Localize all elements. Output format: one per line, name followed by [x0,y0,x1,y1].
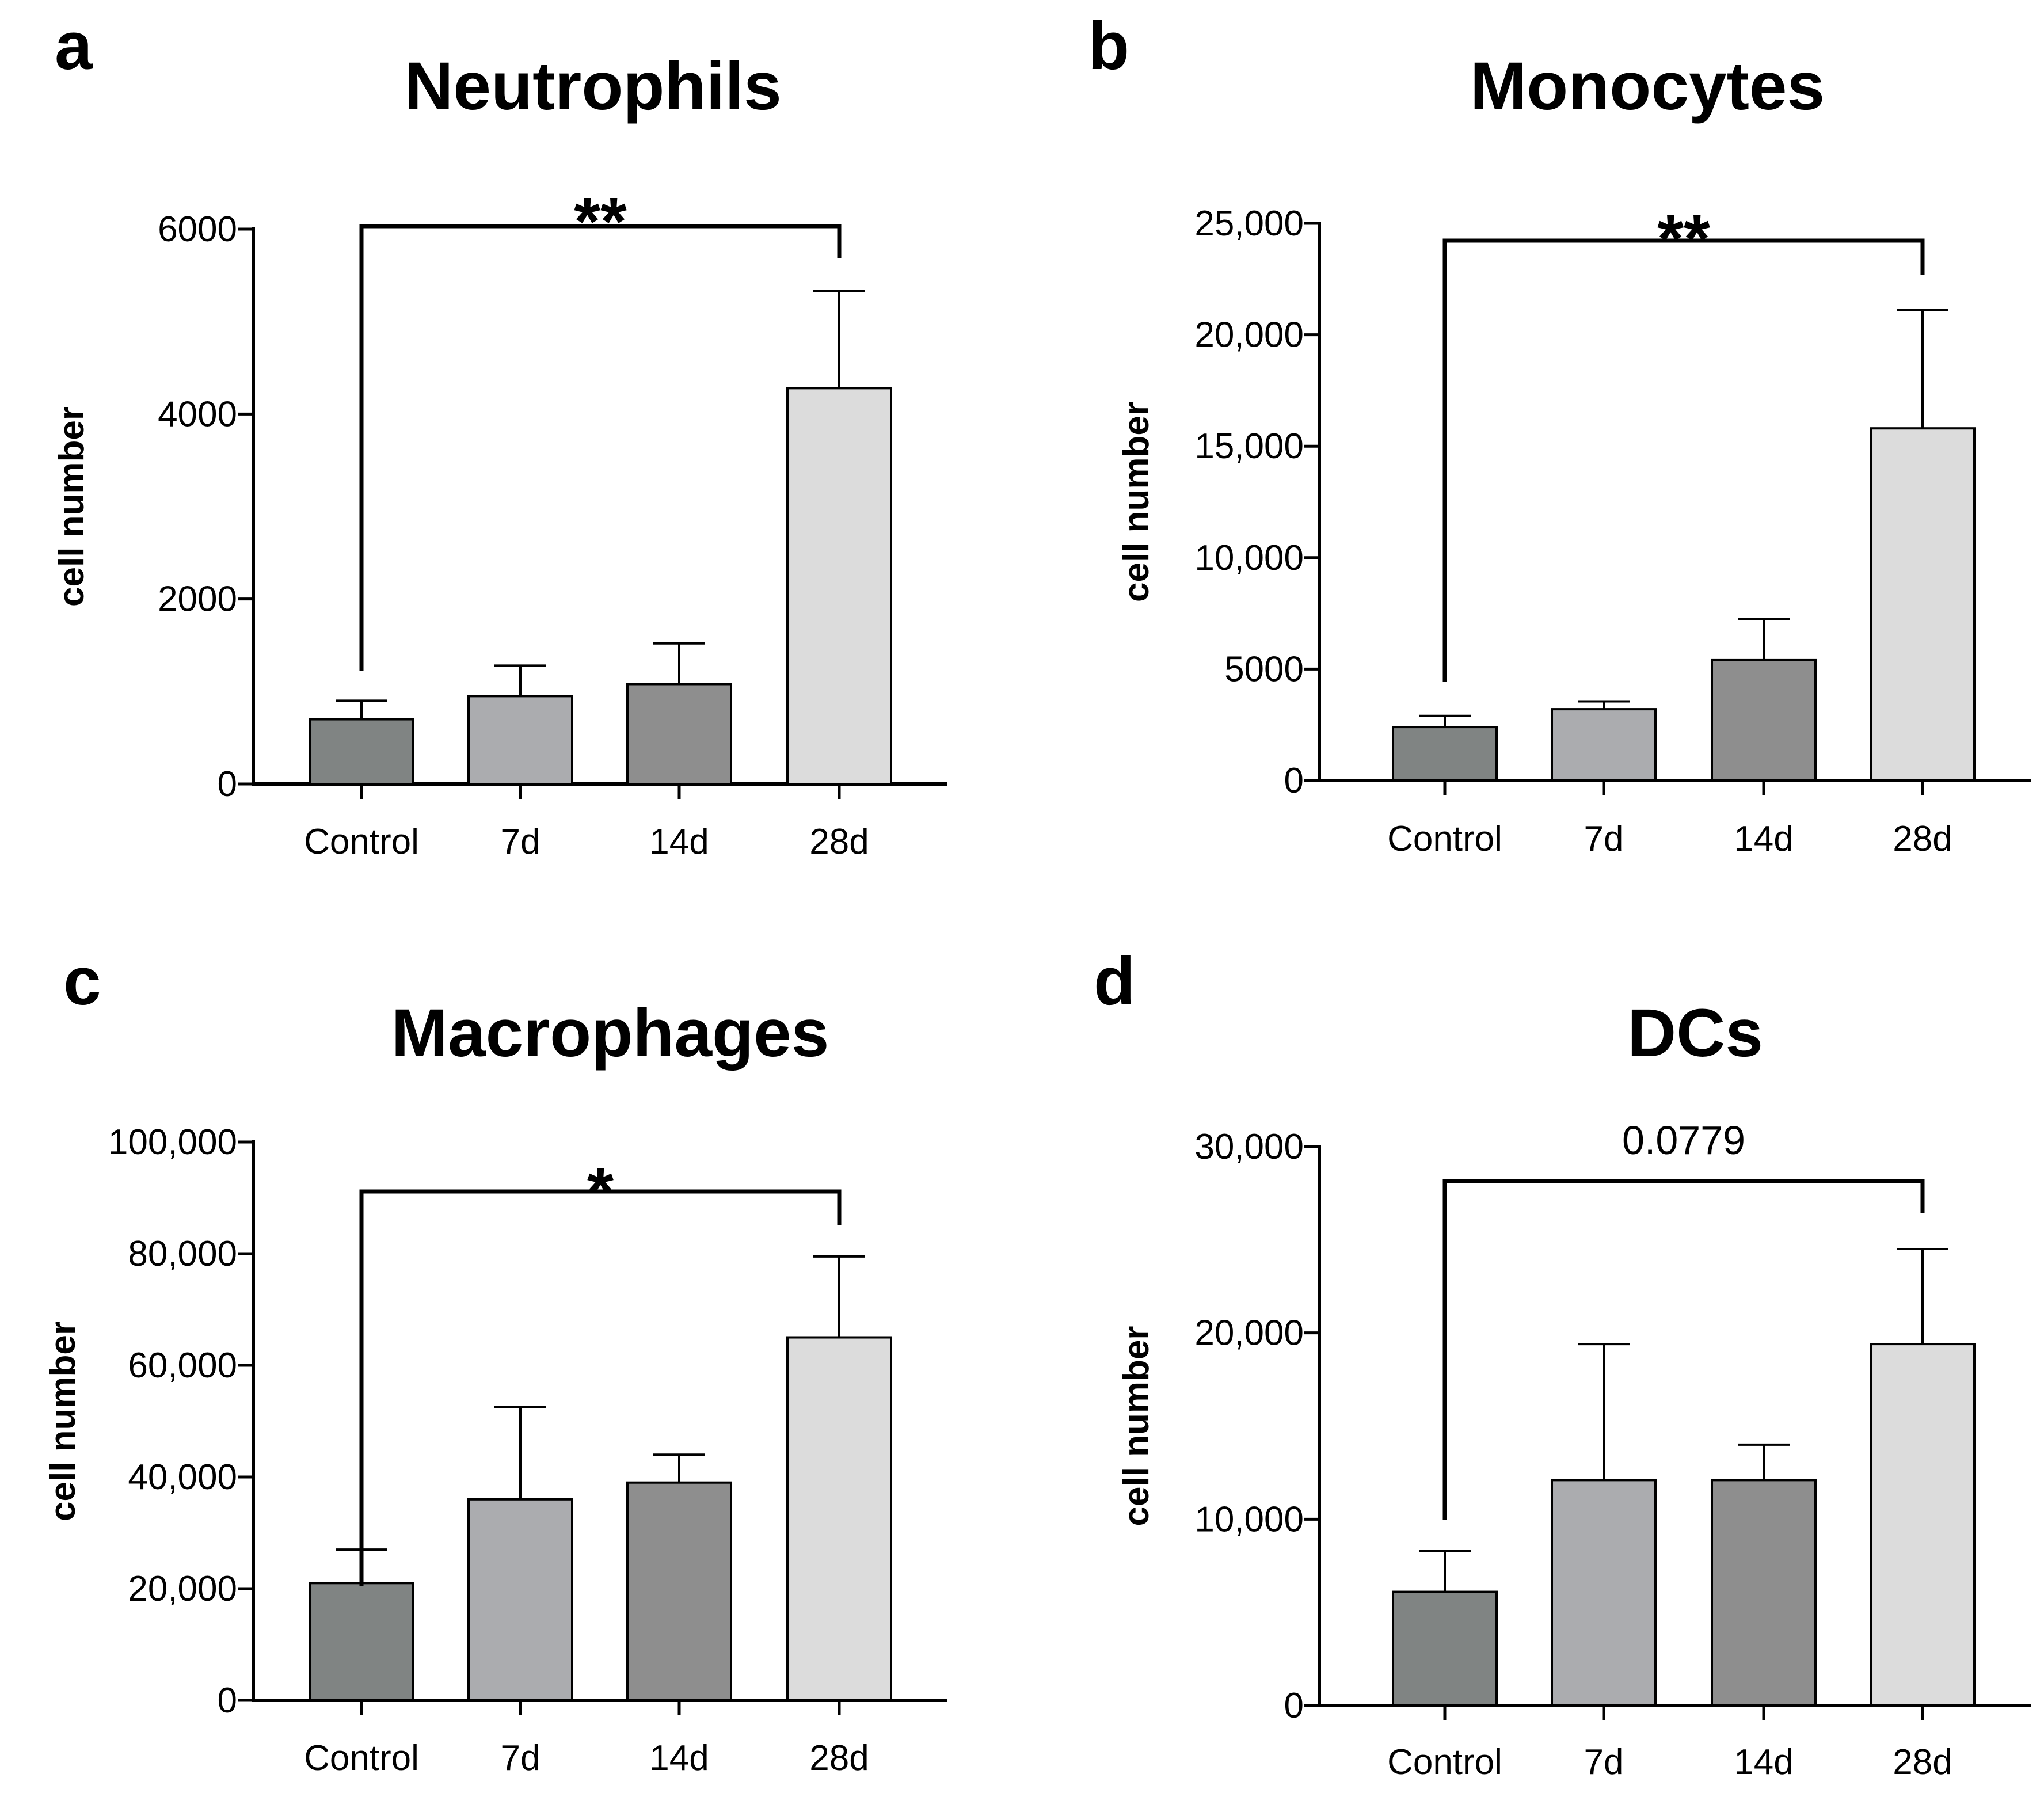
y-axis-label: cell number [43,1321,83,1521]
x-tick-label: 7d [501,1738,541,1778]
y-axis-label: cell number [1117,402,1156,602]
x-tick-label: Control [1387,819,1502,859]
bar-14d [626,1481,732,1701]
panel-c-macrophages: c Macrophages cell number 0 20,000 40,000 60,0… [43,943,947,1778]
significance-stars: ** [574,184,627,260]
bar-14d [626,683,732,785]
bar-28d [786,387,892,785]
y-tick-label: 0 [218,1681,237,1720]
bar-control [309,1582,414,1702]
bar-28d [1870,427,1976,782]
bar-14d [1711,1479,1817,1707]
x-tick-label: 14d [649,822,709,862]
significance-stars: * [587,1154,614,1229]
y-tick-label: 25,000 [1194,204,1304,243]
y-axis-label: cell number [1117,1326,1156,1526]
bar-control [309,718,414,785]
chart-title: Macrophages [391,995,829,1071]
y-tick-label: 0 [1284,1686,1304,1726]
y-tick-label: 40,000 [128,1457,237,1497]
panel-d-dcs: d DCs cell number 0 10,000 20,000 30,000 Contro… [1094,943,2031,1782]
panel-letter: b [1088,8,1129,84]
x-tick-label: 28d [809,1738,869,1778]
x-tick-label: 14d [1734,819,1793,859]
x-tick-label: 14d [649,1738,709,1778]
significance-bracket [359,1189,842,1586]
x-tick-label: 28d [1893,1742,1952,1782]
chart-title: DCs [1627,995,1763,1071]
x-tick-label: Control [304,1738,419,1778]
x-tick-label: 7d [501,822,541,862]
p-value-label: 0.0779 [1622,1118,1745,1163]
bar-7d [1551,1479,1657,1707]
y-tick-label: 4000 [158,394,237,434]
x-tick-label: Control [304,822,419,862]
x-tick-label: 7d [1584,1742,1624,1782]
y-tick-label: 0 [1284,761,1304,801]
bar-control [1392,1590,1498,1707]
bar-7d [467,695,573,786]
y-tick-label: 30,000 [1194,1127,1304,1167]
y-tick-label: 2000 [158,580,237,619]
significance-stars: ** [1657,201,1710,277]
significance-bracket [359,224,842,671]
chart-title: Monocytes [1470,48,1825,124]
y-tick-label: 100,000 [108,1122,237,1162]
y-axis-label: cell number [52,406,92,607]
panel-letter: d [1094,943,1135,1019]
y-tick-label: 10,000 [1194,1499,1304,1539]
y-tick-label: 20,000 [1194,315,1304,355]
panel-letter: a [55,8,93,84]
y-tick-label: 15,000 [1194,427,1304,466]
x-tick-label: 28d [809,822,869,862]
panel-a-neutrophils: a Neutrophils cell number 0 2000 4000 6000 Cont… [52,8,947,862]
significance-bracket [1442,1179,1925,1520]
y-tick-label: 6000 [158,210,237,249]
bar-7d [467,1498,573,1702]
bar-control [1392,726,1498,782]
y-tick-label: 20,000 [128,1569,237,1609]
y-tick-label: 10,000 [1194,538,1304,578]
y-tick-label: 0 [218,764,237,804]
x-tick-label: Control [1387,1742,1502,1782]
x-tick-label: 7d [1584,819,1624,859]
panel-b-monocytes: b Monocytes cell number 0 5000 10,000 15,000 20… [1088,8,2031,859]
bar-7d [1551,708,1657,782]
chart-title: Neutrophils [404,48,782,124]
bar-28d [1870,1343,1976,1707]
bar-28d [786,1336,892,1701]
bar-14d [1711,658,1817,782]
y-tick-label: 60,000 [128,1346,237,1385]
y-tick-label: 80,000 [128,1234,237,1274]
significance-bracket [1442,238,1925,682]
x-tick-label: 28d [1893,819,1952,859]
panel-letter: c [63,943,101,1019]
x-tick-label: 14d [1734,1742,1793,1782]
y-tick-label: 20,000 [1194,1314,1304,1353]
y-tick-label: 5000 [1224,649,1304,689]
